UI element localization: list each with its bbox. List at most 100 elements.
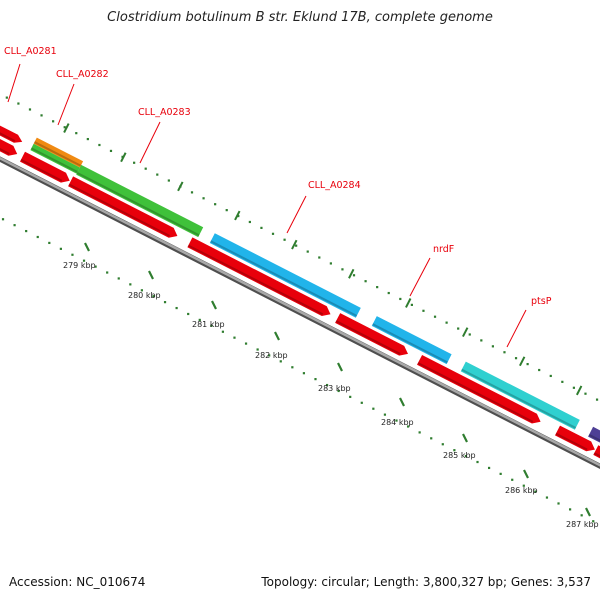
guide-dot (25, 229, 28, 233)
cds-arrow-8-body (593, 445, 600, 459)
guide-dot (52, 120, 55, 123)
gene-leader-line (7, 63, 21, 103)
gene-label: nrdF (433, 244, 454, 255)
guide-dot (187, 312, 190, 316)
guide-dot (580, 514, 583, 517)
guide-dot (592, 520, 595, 523)
guide-dot (256, 348, 259, 351)
cds-arrow-2-body (20, 151, 70, 183)
cds-arrow-1-edge (0, 148, 10, 155)
cds-arrow-7-body (555, 425, 595, 452)
cds-arrow-4-edge (187, 244, 324, 316)
scale-tick (462, 433, 468, 443)
gene-block-green-a-body (30, 143, 80, 174)
cds-arrow-7 (555, 425, 595, 452)
guide-dot (175, 306, 178, 310)
guide-dot (59, 247, 62, 250)
guide-dot (225, 209, 228, 212)
gene-block-orange-body (33, 137, 84, 168)
guide-dot (190, 191, 194, 194)
gene-block-blue-b (371, 316, 452, 365)
guide-dot (279, 360, 282, 363)
scale-tick-label: 282 kbp (255, 351, 288, 360)
cds-arrow-5-body (335, 313, 408, 356)
guide-dot (133, 161, 136, 164)
guide-dot (13, 224, 16, 227)
outer-tick (177, 181, 184, 192)
guide-dot (221, 330, 225, 333)
scale-tick (148, 270, 154, 280)
guide-dot (268, 354, 271, 357)
guide-dot (441, 443, 444, 446)
guide-dot (63, 126, 66, 129)
outer-dotted-guide (5, 96, 599, 401)
gene-leader-line (286, 195, 307, 234)
guide-dot (140, 289, 143, 292)
cds-arrow-8 (593, 445, 600, 459)
guide-dot (98, 143, 101, 147)
cds-arrow-5 (335, 313, 408, 356)
guide-dot (233, 336, 236, 339)
map-title: Clostridium botulinum B str. Eklund 17B,… (107, 10, 493, 25)
guide-dot (561, 380, 564, 383)
guide-dot (214, 203, 217, 206)
gene-leader-line (57, 83, 75, 126)
topology-text: Topology: circular; Length: 3,800,327 bp… (261, 575, 591, 589)
outer-tick (575, 385, 583, 396)
scale-tick-layer: 279 kbp 280 kbp 281 kbp 282 kbp 283 kbp 284 k… (63, 242, 599, 529)
guide-dot (433, 315, 437, 318)
guide-dot (260, 226, 263, 229)
guide-dot (491, 345, 494, 348)
feature-layer (0, 125, 600, 459)
guide-dot (202, 197, 205, 200)
guide-dot (503, 351, 506, 354)
guide-dot (430, 437, 433, 440)
gene-block-blue-a (209, 233, 361, 318)
guide-dot (5, 96, 8, 99)
guide-dot (283, 238, 286, 241)
guide-dot (364, 280, 367, 283)
guide-dot (568, 508, 572, 511)
gene-block-green-b-edge (76, 171, 200, 237)
scale-tick (523, 469, 529, 479)
gene-block-blue-a-edge (210, 240, 358, 317)
outer-tick (291, 239, 298, 250)
inner-dotted-guide (1, 218, 595, 523)
guide-dot (464, 454, 468, 458)
guide-dot (549, 374, 552, 378)
accession-text: Accession: NC_010674 (9, 575, 146, 589)
guide-dot (36, 235, 39, 239)
guide-dot (48, 241, 51, 245)
guide-dot (584, 392, 587, 395)
guide-dot (163, 301, 167, 304)
cds-arrow-6-edge (417, 362, 534, 423)
guide-dot (395, 419, 398, 422)
guide-dot (480, 339, 483, 342)
guide-dot (387, 291, 390, 295)
guide-dot (468, 333, 471, 336)
guide-dot (337, 389, 340, 393)
gene-block-green-b (76, 164, 204, 238)
cds-arrow-2 (20, 151, 70, 183)
gene-block-green-b-body (76, 164, 204, 238)
guide-dot (302, 372, 306, 375)
outer-tick (120, 152, 127, 163)
guide-dot (1, 218, 5, 221)
outer-tick (63, 123, 70, 133)
cds-arrow-7-edge (555, 432, 588, 451)
guide-dot (318, 256, 321, 259)
dotted-guide-layer (1, 96, 599, 523)
guide-dot (383, 413, 387, 416)
gene-label: CLL_A0281 (4, 46, 57, 57)
scale-tick (399, 397, 405, 407)
outer-tick (462, 327, 469, 338)
guide-dot (210, 324, 213, 327)
guide-dot (538, 368, 541, 372)
gene-label-layer: CLL_A0281 CLL_A0282 CLL_A0283 CLL_A0284 nrdF… (4, 46, 552, 348)
cds-arrow-6-body (417, 355, 541, 424)
guide-dot (237, 214, 240, 218)
guide-dot (410, 303, 413, 306)
guide-dot (40, 114, 43, 117)
guide-dot (152, 295, 155, 298)
gene-label: CLL_A0283 (138, 107, 191, 118)
